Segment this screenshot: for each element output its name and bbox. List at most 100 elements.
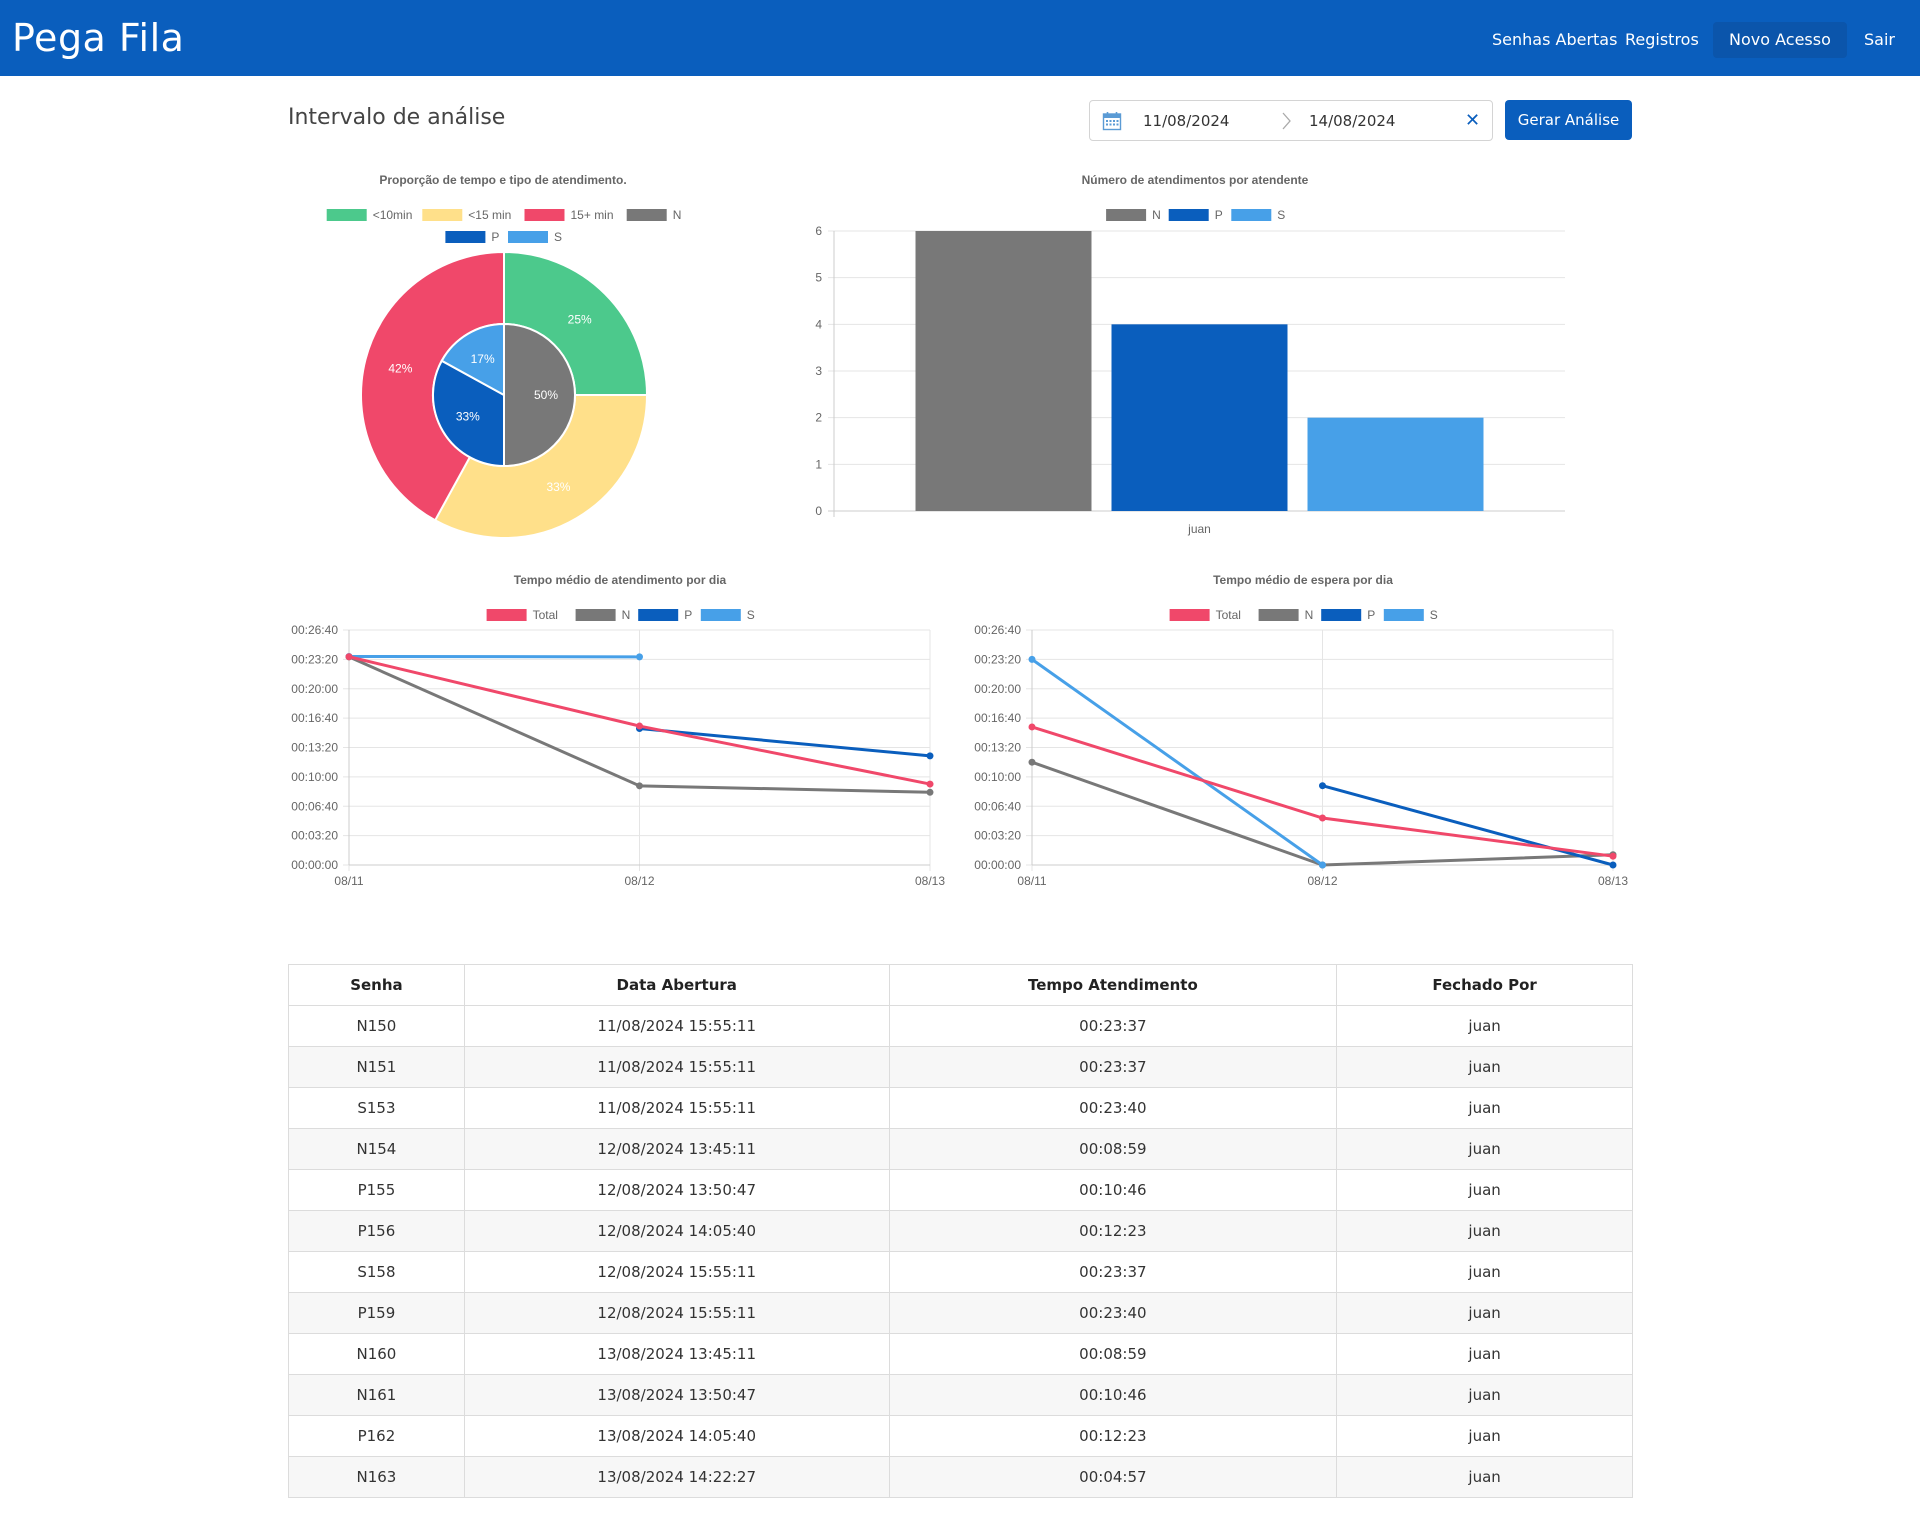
table-cell-senha: N150 (288, 1005, 465, 1047)
legend-label: <10min (373, 208, 413, 222)
table-row[interactable]: P159 12/08/2024 15:55:11 00:23:40 juan (288, 1292, 1633, 1334)
table-cell-fechado-por: juan (1336, 1333, 1633, 1375)
table-cell-fechado-por: juan (1336, 1046, 1633, 1088)
y-tick-label: 00:03:20 (974, 829, 1021, 843)
data-point-total (926, 780, 934, 788)
table-cell-tempo-atendimento: 00:08:59 (888, 1128, 1338, 1170)
legend-label: P (684, 608, 692, 622)
column-header-tempo-atendimento[interactable]: Tempo Atendimento (888, 964, 1338, 1006)
series-line-p (639, 727, 931, 758)
pie-slice (440, 322, 505, 397)
navbar: Pega Fila Senhas Abertas Registros Novo … (0, 0, 1920, 76)
table-cell-data-abertura: 12/08/2024 15:55:11 (463, 1251, 890, 1293)
legend-label: 15+ min (571, 208, 614, 222)
data-point-total (1319, 814, 1326, 822)
column-header-fechado-por[interactable]: Fechado Por (1336, 964, 1633, 1006)
legend-swatch (1168, 209, 1209, 221)
legend-swatch (508, 231, 548, 243)
table-cell-fechado-por: juan (1336, 1087, 1633, 1129)
y-tick-label: 00:16:40 (291, 711, 338, 725)
table-row[interactable]: N163 13/08/2024 14:22:27 00:04:57 juan (288, 1456, 1633, 1498)
table-cell-senha: S158 (288, 1251, 465, 1293)
x-tick-label: juan (1187, 522, 1211, 536)
legend-label: S (747, 608, 755, 622)
table-cell-data-abertura: 13/08/2024 13:50:47 (463, 1374, 890, 1416)
nav-registros[interactable]: Registros (1625, 30, 1699, 49)
records-table: Senha Data Abertura Tempo Atendimento Fecha… (288, 964, 1633, 1498)
table-row[interactable]: P156 12/08/2024 14:05:40 00:12:23 juan (288, 1210, 1633, 1252)
slice-label: 17% (471, 352, 495, 366)
legend-swatch (422, 209, 463, 221)
series-line-p (1322, 784, 1614, 867)
table-cell-data-abertura: 12/08/2024 13:50:47 (463, 1169, 890, 1211)
legend-swatch (1258, 609, 1299, 621)
y-tick-label: 00:03:20 (291, 829, 338, 843)
table-cell-fechado-por: juan (1336, 1169, 1633, 1211)
start-date-input[interactable]: 11/08/2024 (1143, 112, 1230, 130)
bar-n (915, 231, 1092, 511)
y-tick-label: 00:10:00 (974, 770, 1021, 784)
table-row[interactable]: N150 11/08/2024 15:55:11 00:23:37 juan (288, 1005, 1633, 1047)
legend-swatch (486, 609, 527, 621)
nav-novo-acesso[interactable]: Novo Acesso (1713, 22, 1847, 58)
column-header-senha[interactable]: Senha (288, 964, 465, 1006)
x-tick-label: 08/12 (624, 874, 654, 888)
table-row[interactable]: N161 13/08/2024 13:50:47 00:10:46 juan (288, 1374, 1633, 1416)
y-tick-label: 00:23:20 (974, 652, 1021, 666)
table-row[interactable]: S153 11/08/2024 15:55:11 00:23:40 juan (288, 1087, 1633, 1129)
y-tick-label: 3 (815, 364, 822, 378)
legend-label: P (1215, 208, 1223, 222)
data-point-p (926, 752, 934, 760)
nav-sair[interactable]: Sair (1864, 30, 1895, 49)
legend-swatch (575, 609, 616, 621)
data-point-p (1319, 782, 1326, 790)
y-tick-label: 00:06:40 (291, 799, 338, 813)
table-cell-data-abertura: 11/08/2024 15:55:11 (463, 1005, 890, 1047)
table-row[interactable]: P162 13/08/2024 14:05:40 00:12:23 juan (288, 1415, 1633, 1457)
table-cell-data-abertura: 12/08/2024 15:55:11 (463, 1292, 890, 1334)
line-chart-espera: Tempo médio de espera por dia Total N P S 00:… (963, 568, 1643, 898)
chart-title: Tempo médio de espera por dia (1213, 573, 1393, 587)
table-row[interactable]: N160 13/08/2024 13:45:11 00:08:59 juan (288, 1333, 1633, 1375)
y-tick-label: 00:23:20 (291, 652, 338, 666)
table-cell-senha: P159 (288, 1292, 465, 1334)
brand-logo[interactable]: Pega Fila (12, 16, 185, 60)
chevron-right-icon (1282, 112, 1291, 130)
column-header-data-abertura[interactable]: Data Abertura (463, 964, 890, 1006)
end-date-input[interactable]: 14/08/2024 (1309, 112, 1396, 130)
calendar-icon[interactable] (1102, 111, 1122, 131)
pie-slice (503, 322, 576, 468)
table-cell-senha: P156 (288, 1210, 465, 1252)
table-cell-senha: P162 (288, 1415, 465, 1457)
x-tick-label: 08/12 (1307, 874, 1337, 888)
table-row[interactable]: S158 12/08/2024 15:55:11 00:23:37 juan (288, 1251, 1633, 1293)
table-row[interactable]: N154 12/08/2024 13:45:11 00:08:59 juan (288, 1128, 1633, 1170)
y-tick-label: 00:20:00 (974, 682, 1021, 696)
table-cell-tempo-atendimento: 00:23:37 (888, 1046, 1338, 1088)
nav-senhas-abertas[interactable]: Senhas Abertas (1492, 30, 1618, 49)
legend-label: N (1305, 608, 1314, 622)
legend-swatch (1106, 209, 1147, 221)
y-tick-label: 00:16:40 (974, 711, 1021, 725)
x-tick-label: 08/11 (334, 874, 363, 888)
y-tick-label: 00:20:00 (291, 682, 338, 696)
chart-title: Proporção de tempo e tipo de atendimento… (379, 173, 626, 187)
chart-title: Tempo médio de atendimento por dia (514, 573, 727, 587)
table-cell-fechado-por: juan (1336, 1005, 1633, 1047)
legend-label: N (1152, 208, 1161, 222)
table-cell-tempo-atendimento: 00:23:37 (888, 1251, 1338, 1293)
clear-icon[interactable]: ✕ (1465, 110, 1481, 130)
generate-analysis-button[interactable]: Gerar Análise (1505, 100, 1632, 140)
legend-swatch (700, 609, 741, 621)
pie-chart: Proporção de tempo e tipo de atendimento… (288, 168, 718, 548)
table-cell-tempo-atendimento: 00:23:40 (888, 1087, 1338, 1129)
table-row[interactable]: N151 11/08/2024 15:55:11 00:23:37 juan (288, 1046, 1633, 1088)
date-range-picker[interactable]: 11/08/2024 14/08/2024 ✕ (1089, 100, 1493, 141)
table-cell-fechado-por: juan (1336, 1128, 1633, 1170)
table-cell-senha: N160 (288, 1333, 465, 1375)
y-tick-label: 1 (815, 457, 822, 471)
legend-label: S (554, 230, 562, 244)
table-row[interactable]: P155 12/08/2024 13:50:47 00:10:46 juan (288, 1169, 1633, 1211)
data-point-p (1609, 861, 1617, 869)
table-cell-senha: S153 (288, 1087, 465, 1129)
